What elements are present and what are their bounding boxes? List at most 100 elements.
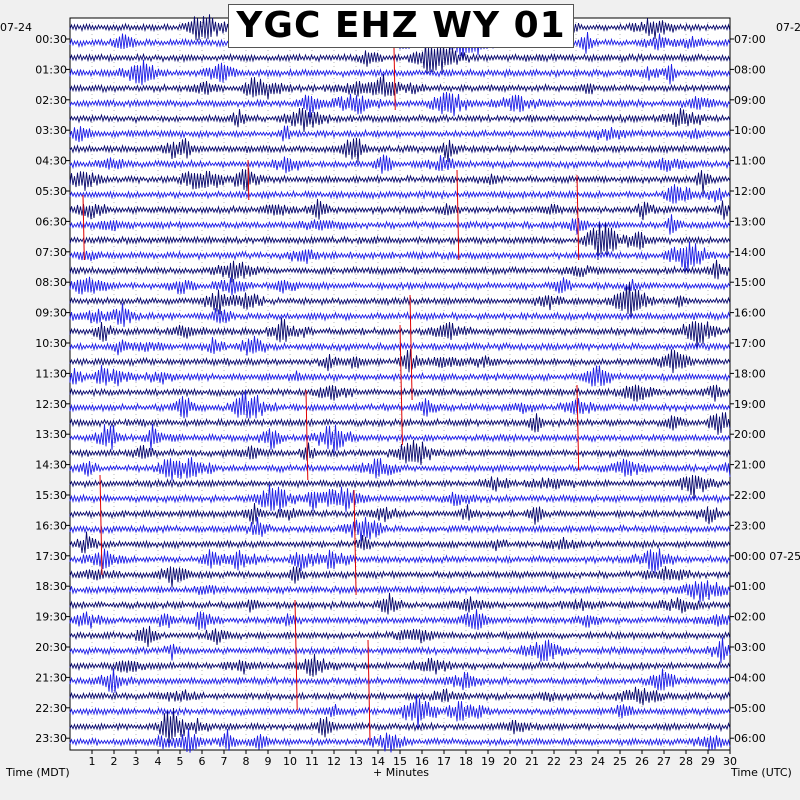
seismic-trace bbox=[69, 384, 731, 402]
seismic-trace bbox=[69, 625, 731, 648]
right-date-label: 07-2 bbox=[776, 21, 800, 34]
x-axis-label: + Minutes bbox=[373, 766, 430, 779]
seismic-trace bbox=[69, 154, 731, 174]
right-time-label: 05:00 bbox=[734, 702, 766, 715]
seismic-trace bbox=[69, 137, 731, 163]
right-time-label: 22:00 bbox=[734, 489, 766, 502]
x-tick-label: 4 bbox=[155, 755, 162, 768]
x-tick-label: 17 bbox=[437, 755, 451, 768]
seismic-trace bbox=[69, 580, 731, 603]
seismic-trace bbox=[69, 91, 731, 118]
x-tick-label: 12 bbox=[327, 755, 341, 768]
seismic-trace bbox=[69, 107, 731, 133]
left-time-label: 17:30 bbox=[35, 550, 67, 563]
seismic-trace bbox=[69, 531, 731, 554]
x-tick-label: 11 bbox=[305, 755, 319, 768]
right-time-label: 08:00 bbox=[734, 63, 766, 76]
seismic-trace bbox=[69, 222, 731, 261]
right-time-label: 20:00 bbox=[734, 428, 766, 441]
right-time-label: 10:00 bbox=[734, 124, 766, 137]
x-tick-label: 23 bbox=[569, 755, 583, 768]
seismic-trace bbox=[69, 390, 731, 419]
left-time-label: 22:30 bbox=[35, 702, 67, 715]
seismic-trace bbox=[69, 198, 731, 221]
seismic-trace bbox=[69, 42, 731, 74]
seismic-trace bbox=[69, 317, 731, 348]
left-time-label: 10:30 bbox=[35, 337, 67, 350]
left-time-label: 09:30 bbox=[35, 307, 67, 320]
x-tick-label: 25 bbox=[613, 755, 627, 768]
right-time-label: 13:00 bbox=[734, 215, 766, 228]
right-time-label: 18:00 bbox=[734, 367, 766, 380]
right-time-label: 14:00 bbox=[734, 246, 766, 259]
right-time-label: 01:00 bbox=[734, 580, 766, 593]
event-marker bbox=[82, 194, 85, 261]
left-time-label: 05:30 bbox=[35, 185, 67, 198]
seismic-trace bbox=[69, 303, 731, 327]
x-tick-label: 19 bbox=[481, 755, 495, 768]
right-time-label: 21:00 bbox=[734, 459, 766, 472]
x-tick-label: 21 bbox=[525, 755, 539, 768]
left-time-label: 04:30 bbox=[35, 155, 67, 168]
seismic-trace bbox=[69, 457, 731, 481]
x-tick-label: 27 bbox=[657, 755, 671, 768]
x-tick-label: 29 bbox=[701, 755, 715, 768]
seismic-trace bbox=[69, 167, 731, 194]
right-time-label: 11:00 bbox=[734, 155, 766, 168]
chart-title: YGC EHZ WY 01 bbox=[228, 4, 574, 48]
seismic-trace bbox=[69, 693, 731, 730]
left-time-label: 18:30 bbox=[35, 580, 67, 593]
event-marker bbox=[399, 324, 403, 446]
left-time-label: 13:30 bbox=[35, 428, 67, 441]
x-tick-label: 2 bbox=[111, 755, 118, 768]
event-marker bbox=[353, 489, 357, 596]
left-time-label: 20:30 bbox=[35, 641, 67, 654]
seismic-trace bbox=[69, 637, 731, 664]
seismic-trace bbox=[69, 281, 731, 319]
seismic-trace bbox=[69, 276, 731, 296]
left-time-label: 03:30 bbox=[35, 124, 67, 137]
event-marker bbox=[247, 159, 250, 201]
seismic-trace bbox=[69, 686, 731, 706]
seismic-trace bbox=[69, 728, 731, 753]
left-time-label: 14:30 bbox=[35, 459, 67, 472]
x-tick-label: 22 bbox=[547, 755, 561, 768]
right-time-label: 23:00 bbox=[734, 519, 766, 532]
x-tick-label: 16 bbox=[415, 755, 429, 768]
seismic-trace bbox=[69, 184, 731, 204]
x-tick-label: 8 bbox=[243, 755, 250, 768]
x-tick-label: 5 bbox=[177, 755, 184, 768]
event-marker bbox=[576, 384, 580, 471]
seismic-trace bbox=[69, 348, 731, 374]
seismic-trace bbox=[69, 474, 731, 499]
seismic-trace bbox=[69, 241, 731, 274]
left-time-label: 06:30 bbox=[35, 215, 67, 228]
seismic-trace bbox=[69, 439, 731, 466]
x-tick-label: 20 bbox=[503, 755, 517, 768]
right-time-label: 16:00 bbox=[734, 307, 766, 320]
seismic-trace bbox=[69, 502, 731, 525]
right-time-label: 19:00 bbox=[734, 398, 766, 411]
seismic-trace bbox=[69, 214, 731, 235]
x-tick-label: 9 bbox=[265, 755, 272, 768]
left-date-label: 07-24 bbox=[0, 21, 32, 34]
seismic-trace bbox=[69, 365, 731, 387]
right-time-label: 12:00 bbox=[734, 185, 766, 198]
x-tick-label: 28 bbox=[679, 755, 693, 768]
event-marker bbox=[99, 474, 103, 576]
x-tick-label: 15 bbox=[393, 755, 407, 768]
right-time-label: 06:00 bbox=[734, 732, 766, 745]
left-time-label: 16:30 bbox=[35, 519, 67, 532]
right-time-label: 17:00 bbox=[734, 337, 766, 350]
event-marker bbox=[456, 169, 460, 261]
x-tick-label: 26 bbox=[635, 755, 649, 768]
right-axis-label: Time (UTC) bbox=[731, 766, 792, 779]
x-tick-label: 18 bbox=[459, 755, 473, 768]
left-time-label: 21:30 bbox=[35, 671, 67, 684]
seismic-trace bbox=[69, 653, 731, 677]
event-marker bbox=[409, 294, 413, 401]
seismic-trace bbox=[69, 609, 731, 630]
x-tick-label: 13 bbox=[349, 755, 363, 768]
